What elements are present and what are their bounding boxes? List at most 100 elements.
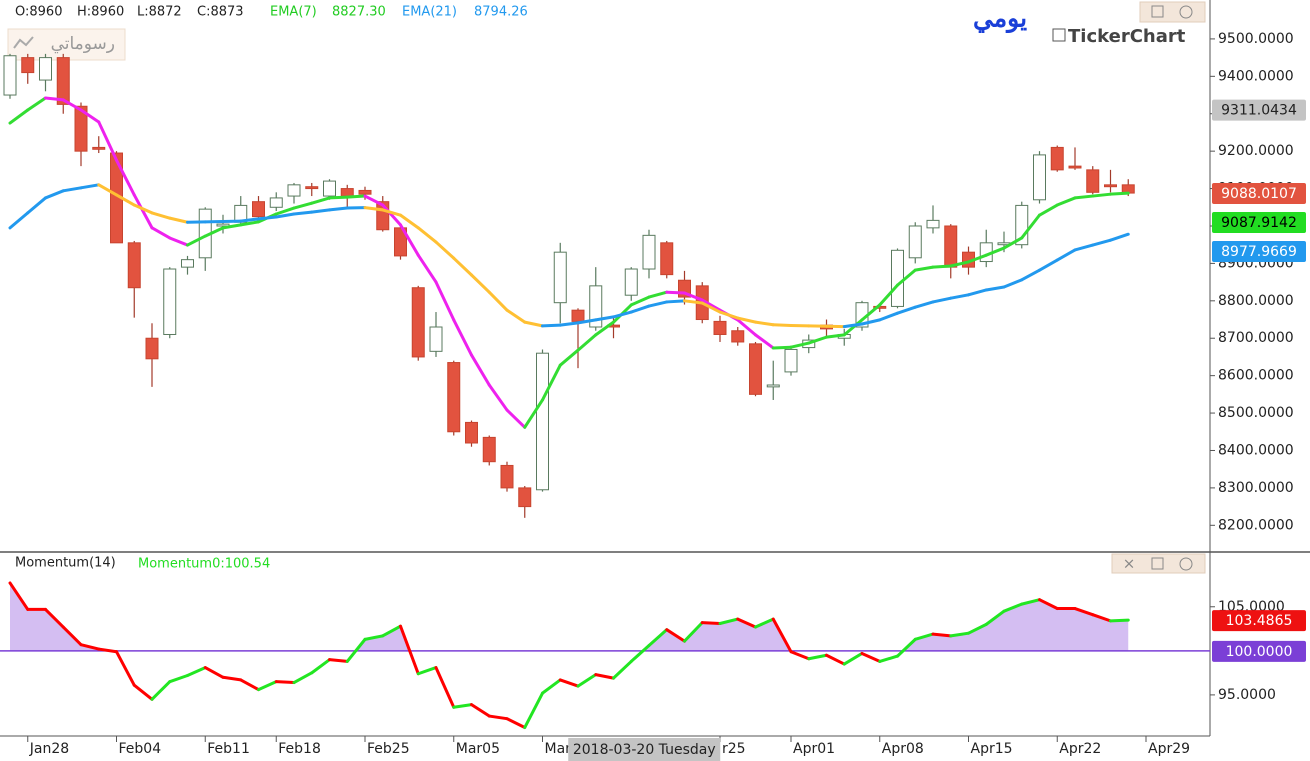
- line-segment: [168, 236, 189, 247]
- candle-body: [56, 57, 70, 105]
- candle-body: [411, 287, 425, 358]
- line-segment: [842, 651, 864, 666]
- line-segment: [97, 120, 118, 162]
- line-segment: [310, 208, 331, 214]
- line-segment: [736, 316, 757, 324]
- candle-body: [181, 259, 194, 268]
- line-segment: [931, 264, 953, 269]
- y-tick-label: 8300.0000: [1218, 480, 1294, 496]
- line-segment: [150, 226, 172, 240]
- x-tick-label: Jan28: [29, 741, 69, 757]
- line-segment: [61, 186, 83, 193]
- line-segment: [931, 296, 953, 304]
- candle-body: [1050, 146, 1064, 171]
- y-tick-label: 8200.0000: [1218, 517, 1294, 533]
- candle-body: [500, 464, 514, 489]
- line-segment: [239, 217, 260, 223]
- line-segment: [1038, 258, 1059, 272]
- line-segment: [629, 644, 651, 663]
- line-segment: [505, 408, 527, 429]
- candle-body: [145, 337, 159, 360]
- line-segment: [79, 183, 101, 190]
- candle-body: [465, 421, 478, 444]
- line-segment: [363, 194, 385, 207]
- line-segment: [860, 651, 882, 663]
- ema-slow-label: EMA(21): [402, 5, 457, 20]
- line-segment: [949, 631, 970, 638]
- candle-body: [553, 251, 567, 304]
- settings-button[interactable]: [1179, 5, 1193, 19]
- y-tick-label: 8600.0000: [1218, 368, 1294, 384]
- line-segment: [754, 320, 775, 327]
- line-segment: [541, 363, 562, 402]
- line-segment: [967, 253, 988, 264]
- line-segment: [825, 653, 846, 666]
- line-segment: [363, 634, 385, 641]
- line-segment: [647, 628, 669, 648]
- line-segment: [26, 196, 47, 215]
- line-segment: [452, 318, 473, 357]
- ema-fast-value: 8827.30: [332, 5, 386, 20]
- candle-body: [642, 234, 656, 270]
- candle-body: [3, 55, 17, 96]
- y-tick-label: 9200.0000: [1218, 143, 1294, 159]
- line-segment: [132, 203, 154, 215]
- line-segment: [399, 624, 420, 676]
- indicator-maximize-button[interactable]: [1151, 557, 1164, 570]
- line-segment: [1020, 213, 1041, 240]
- line-segment: [683, 291, 704, 302]
- candle-body: [1086, 169, 1100, 193]
- candle-body: [1104, 184, 1117, 188]
- line-segment: [79, 643, 101, 651]
- line-segment: [523, 320, 544, 328]
- line-segment: [665, 628, 686, 643]
- line-segment: [26, 96, 47, 112]
- line-segment: [470, 353, 491, 387]
- line-segment: [967, 622, 988, 635]
- crosshair-price: 9311.0434: [1221, 103, 1297, 119]
- indicator-settings-button[interactable]: [1179, 557, 1193, 571]
- crosshair-date-box: [568, 738, 721, 761]
- candle-body: [944, 225, 958, 268]
- line-segment: [700, 298, 722, 312]
- line-segment: [399, 223, 420, 257]
- close-button[interactable]: ×: [1123, 555, 1136, 573]
- reference-label: 100.0000: [1226, 644, 1293, 660]
- candle-body: [926, 219, 940, 229]
- line-segment: [452, 703, 473, 709]
- line-segment: [842, 322, 864, 329]
- candle-body: [269, 197, 283, 208]
- line-segment: [381, 203, 402, 227]
- line-segment: [967, 288, 988, 297]
- candle-body: [340, 188, 354, 197]
- line-segment: [44, 96, 65, 102]
- line-segment: [399, 213, 420, 230]
- line-segment: [931, 632, 953, 638]
- maximize-button[interactable]: [1151, 5, 1164, 18]
- line-segment: [558, 348, 580, 367]
- header: O:8960 H:8960 L:8872 C:8873 EMA(7) 8827.…: [7, 1, 1206, 574]
- ohlc-open: O:8960: [15, 5, 62, 20]
- line-segment: [221, 223, 243, 230]
- line-segment: [913, 632, 935, 641]
- line-segment: [239, 678, 260, 692]
- legend-value: Momentum0:100.54: [138, 557, 270, 572]
- line-segment: [754, 617, 775, 629]
- line-segment: [984, 285, 1006, 292]
- last-value-box: [1212, 212, 1306, 234]
- candle-body: [39, 57, 52, 81]
- candle-body: [163, 268, 177, 335]
- crosshair-price-box: [1212, 99, 1306, 121]
- line-segment: [8, 108, 30, 125]
- line-segment: [434, 240, 456, 260]
- line-segment: [470, 703, 491, 718]
- line-segment: [700, 621, 722, 626]
- line-segment: [452, 256, 473, 277]
- period-label: يومي: [973, 4, 1027, 34]
- line-segment: [239, 220, 260, 227]
- x-tick-label: Feb04: [119, 741, 162, 757]
- x-tick-label: Feb25: [367, 741, 410, 757]
- line-segment: [328, 658, 349, 663]
- line-segment: [8, 581, 30, 611]
- line-segment: [541, 678, 562, 695]
